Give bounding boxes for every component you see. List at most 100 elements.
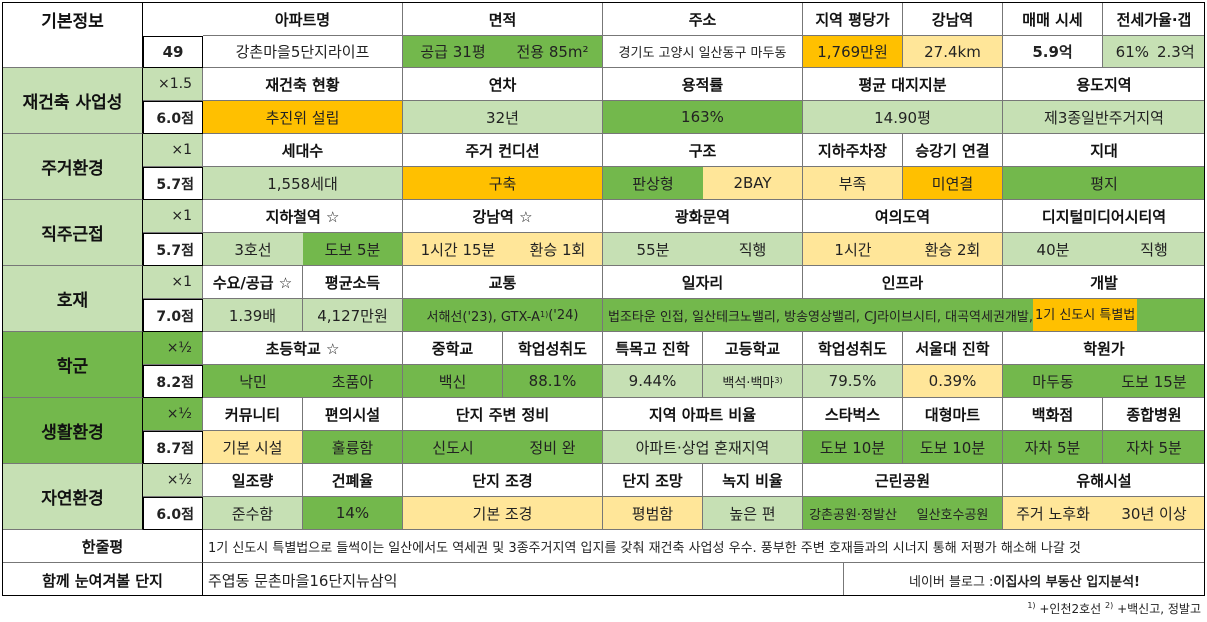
sunlight: 준수함 bbox=[203, 497, 303, 530]
terrain: 평지 bbox=[1003, 167, 1204, 200]
avg-income: 4,127만원 bbox=[303, 299, 403, 332]
header-sale-price: 매매 시세 bbox=[1003, 3, 1103, 36]
blog-prefix: 네이버 블로그 : bbox=[909, 574, 994, 590]
header-apt-name: 아파트명 bbox=[203, 3, 403, 36]
traffic-projects: 서해선('23), GTX-A 1) ('24) bbox=[403, 299, 603, 332]
header-high-achievement: 학업성취도 bbox=[803, 332, 903, 365]
header-department-store: 백화점 bbox=[1003, 398, 1103, 431]
header-elementary: 초등학교 ☆ bbox=[203, 332, 403, 365]
header-terrain: 지대 bbox=[1003, 134, 1204, 167]
academy-area: 마두동 bbox=[1003, 365, 1103, 398]
gwanghwamun-transfer: 직행 bbox=[703, 233, 803, 266]
header-park: 근린공원 bbox=[803, 464, 1003, 497]
header-jeonse: 전세가율·갭 bbox=[1103, 3, 1204, 36]
summary-label: 한줄평 bbox=[3, 530, 203, 563]
devel-label: 호재 bbox=[3, 266, 143, 332]
special-hs-rate: 9.44% bbox=[603, 365, 703, 398]
hazard-detail: 30년 이상 bbox=[1103, 497, 1204, 530]
surroundings-type: 신도시 bbox=[403, 431, 503, 464]
zoning: 제3종일반주거지역 bbox=[1003, 101, 1204, 134]
landscaping: 기본 조경 bbox=[403, 497, 603, 530]
header-view: 단지 조망 bbox=[603, 464, 703, 497]
jeonse-ratio: 61% bbox=[1103, 36, 1153, 68]
header-snu: 서울대 진학 bbox=[903, 332, 1003, 365]
summary-text: 1기 신도시 특별법으로 들썩이는 일산에서도 역세권 및 3종주거지역 입지를… bbox=[203, 530, 1204, 563]
jobs-infra-text: 법조타운 인접, 일산테크노밸리, 방송영상밸리, CJ라이브시티, 대곡역세권… bbox=[608, 309, 1033, 325]
commute-score: 5.7점 bbox=[143, 233, 203, 266]
complex-number: 49 bbox=[143, 36, 203, 68]
coverage: 14% bbox=[303, 497, 403, 530]
header-supply-demand: 수요/공급 ☆ bbox=[203, 266, 303, 299]
header-address: 주소 bbox=[603, 3, 803, 36]
header-far: 용적률 bbox=[603, 68, 803, 101]
footnote-2-mark: 2) bbox=[1105, 601, 1114, 610]
blog-name: 이집사의 부동산 입지분석! bbox=[993, 574, 1140, 590]
area-supply: 공급 31평 bbox=[403, 36, 503, 68]
related-complex: 주엽동 문촌마을16단지뉴삼익 bbox=[203, 563, 843, 595]
footnote-1-text: +인천2호선 bbox=[1035, 602, 1106, 616]
structure-bay: 2BAY bbox=[703, 167, 803, 200]
high-school-text: 백석·백마 bbox=[722, 375, 775, 391]
supply-demand: 1.39배 bbox=[203, 299, 303, 332]
header-subway: 지하철역 ☆ bbox=[203, 200, 403, 233]
amenities: 훌륭함 bbox=[303, 431, 403, 464]
community: 기본 시설 bbox=[203, 431, 303, 464]
hospital: 자차 5분 bbox=[1103, 431, 1204, 464]
high-school: 백석·백마 3) bbox=[703, 365, 803, 398]
commute-label: 직주근접 bbox=[3, 200, 143, 266]
header-amenities: 편의시설 bbox=[303, 398, 403, 431]
school-multiplier: ×½ bbox=[143, 332, 203, 365]
header-price-per-pyeong: 지역 평당가 bbox=[803, 3, 903, 36]
building-age: 32년 bbox=[403, 101, 603, 134]
header-rebuild-status: 재건축 현황 bbox=[203, 68, 403, 101]
commute-multiplier: ×1 bbox=[143, 200, 203, 233]
nature-score: 6.0점 bbox=[143, 497, 203, 530]
gap: 2.3억 bbox=[1153, 36, 1204, 68]
header-infra: 인프라 bbox=[803, 266, 1003, 299]
yeouido-time: 1시간 bbox=[803, 233, 903, 266]
department-store: 자차 5분 bbox=[1003, 431, 1103, 464]
apt-ratio: 아파트·상업 혼재지역 bbox=[603, 431, 803, 464]
header-middle-achievement: 학업성취도 bbox=[503, 332, 603, 365]
gangnam-transfer: 환승 1회 bbox=[513, 233, 603, 266]
living-score: 5.7점 bbox=[143, 167, 203, 200]
header-high: 고등학교 bbox=[703, 332, 803, 365]
households: 1,558세대 bbox=[203, 167, 403, 200]
high-achievement: 79.5% bbox=[803, 365, 903, 398]
mart: 도보 10분 bbox=[903, 431, 1003, 464]
surroundings-status: 정비 완 bbox=[503, 431, 603, 464]
blog-credit: 네이버 블로그 : 이집사의 부동산 입지분석! bbox=[843, 563, 1204, 595]
devel-score: 7.0점 bbox=[143, 299, 203, 332]
header-traffic: 교통 bbox=[403, 266, 603, 299]
gwanghwamun-time: 55분 bbox=[603, 233, 703, 266]
header-academy: 학원가 bbox=[1003, 332, 1204, 365]
condition: 구축 bbox=[403, 167, 603, 200]
devel-multiplier: ×1 bbox=[143, 266, 203, 299]
rebuild-multiplier: ×1.5 bbox=[143, 68, 203, 101]
header-dmc: 디지털미디어시티역 bbox=[1003, 200, 1204, 233]
header-age: 연차 bbox=[403, 68, 603, 101]
header-starbucks: 스타벅스 bbox=[803, 398, 903, 431]
header-development: 개발 bbox=[1003, 266, 1204, 299]
subway-walk: 도보 5분 bbox=[303, 233, 403, 266]
middle-school: 백신 bbox=[403, 365, 503, 398]
parking: 부족 bbox=[803, 167, 903, 200]
header-coverage: 건폐율 bbox=[303, 464, 403, 497]
structure-type: 판상형 bbox=[603, 167, 703, 200]
apt-name: 강촌마을5단지라이프 bbox=[203, 36, 403, 68]
header-jobs: 일자리 bbox=[603, 266, 803, 299]
middle-achievement: 88.1% bbox=[503, 365, 603, 398]
view: 평범함 bbox=[603, 497, 703, 530]
related-label: 함께 눈여겨볼 단지 bbox=[3, 563, 203, 595]
header-hospital: 종합병원 bbox=[1103, 398, 1204, 431]
header-yeouido: 여의도역 bbox=[803, 200, 1003, 233]
header-area: 면적 bbox=[403, 3, 603, 36]
development-text: 1기 신도시 특별법 bbox=[1033, 299, 1138, 331]
floor-area-ratio: 163% bbox=[603, 101, 803, 134]
park-2: 일산호수공원 bbox=[903, 497, 1003, 530]
footnote-2-text: +백신고, 정발고 bbox=[1113, 602, 1201, 616]
header-special-hs: 특목고 진학 bbox=[603, 332, 703, 365]
header-land-share: 평균 대지지분 bbox=[803, 68, 1003, 101]
header-surroundings: 단지 주변 정비 bbox=[403, 398, 603, 431]
academy-distance: 도보 15분 bbox=[1103, 365, 1204, 398]
